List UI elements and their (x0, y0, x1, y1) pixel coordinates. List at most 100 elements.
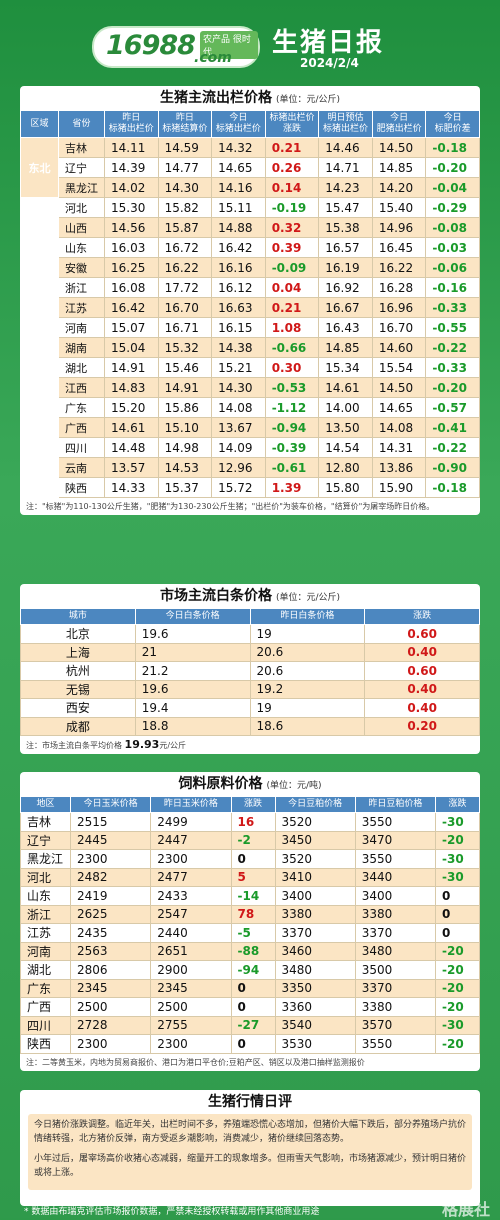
price-cell: 14.48 (104, 437, 159, 458)
table-row: 西北 陕西 14.33 15.37 15.72 1.39 15.80 15.90 -0.18 (20, 477, 480, 498)
table-row: 江西 14.83 14.91 14.30 -0.53 14.61 14.50 -0.20 (21, 377, 480, 398)
price-cell: 14.91 (104, 357, 159, 378)
feed-header-cell: 昨日豆粕价格 (354, 796, 437, 813)
table-row: 北京 19.6 19 0.60 (20, 624, 480, 644)
price-cell: -0.04 (425, 177, 480, 198)
region-cell: 华中 (20, 317, 59, 398)
table-row: 四川 2728 2755 -27 3540 3570 -30 (20, 1015, 480, 1035)
price-cell: 16.08 (104, 277, 159, 298)
summary-paragraph-2: 小年过后，屠宰场高价收猪心态减弱，缩量开工的现象增多。但雨雪天气影响，市场猪源减… (34, 1154, 467, 1178)
price-cell: -27 (230, 1015, 276, 1035)
price-cell: 2651 (150, 941, 232, 961)
price-cell: 14.54 (318, 437, 373, 458)
price-cell: -30 (435, 812, 480, 832)
price-cell: 16.70 (371, 317, 427, 338)
table-row: 安徽 16.25 16.22 16.16 -0.09 16.19 16.22 -0.06 (21, 257, 480, 278)
price-cell: 78 (230, 904, 276, 924)
price-cell: -0.33 (425, 297, 480, 318)
price-cell: 3520 (274, 812, 356, 832)
report-date: 2024/2/4 (300, 56, 359, 70)
region-cell: 华北 (20, 197, 59, 238)
table-row: 湖北 2806 2900 -94 3480 3500 -20 (20, 960, 480, 980)
price-cell: 3520 (274, 849, 356, 869)
table-row: 杭州 21.2 20.6 0.60 (20, 661, 480, 681)
table-row: 西南 四川 14.48 14.98 14.09 -0.39 14.54 14.31 -0.22 (20, 437, 480, 478)
price-cell: 3440 (354, 867, 437, 887)
price-cell: 2500 (150, 997, 232, 1017)
price-cell: 15.90 (371, 477, 427, 498)
feed-header-cell: 昨日玉米价格 (150, 796, 232, 813)
price-cell: 15.07 (104, 317, 159, 338)
price-cell: 3380 (274, 904, 356, 924)
price-cell: 16.45 (371, 237, 427, 258)
page-title: 生猪日报 (272, 28, 385, 58)
province-cell: 广西 (58, 417, 105, 438)
price-cell: 1.39 (264, 477, 320, 498)
pork-section-title: 市场主流白条价格 (单位：元/公斤) (159, 588, 341, 604)
price-cell: 16.92 (318, 277, 373, 298)
price-cell: 19.4 (134, 698, 251, 718)
price-cell: 3400 (274, 886, 356, 906)
price-cell: 3400 (354, 886, 437, 906)
price-cell: -0.20 (425, 157, 480, 178)
price-cell: -0.94 (264, 417, 320, 438)
price-cell: 15.87 (157, 217, 213, 238)
price-cell: 15.40 (371, 197, 427, 218)
price-cell: 16 (230, 812, 276, 832)
price-cell: 14.88 (211, 217, 266, 238)
hog-header-cell: 省份 (58, 110, 105, 138)
hog-price-table: 区域 省份 昨日 标猪出栏价 昨日 标猪结算价 今日 标猪出栏价 标猪出栏价 涨跌 明日预估… (20, 110, 480, 498)
hog-price-card: 生猪主流出栏价格 (单位：元/公斤) 区域 省份 昨日 标猪出栏价 昨日 标猪结算价 今日… (20, 86, 480, 515)
province-cell: 辽宁 (58, 157, 105, 178)
hog-header-cell: 今日 标猪出栏价 (211, 110, 266, 138)
price-cell: 16.71 (157, 317, 213, 338)
region-cell: 陕西 (20, 1034, 71, 1054)
table-row: 浙江 2625 2547 78 3380 3380 0 (20, 904, 480, 924)
price-cell: 15.47 (318, 197, 373, 218)
table-row: 江苏 2435 2440 -5 3370 3370 0 (20, 923, 480, 943)
city-cell: 北京 (20, 624, 136, 644)
price-cell: -88 (230, 941, 276, 961)
region-cell: 东北 (20, 137, 59, 198)
price-cell: -0.41 (425, 417, 480, 438)
hog-header-cell: 区域 (20, 110, 59, 138)
price-cell: -0.22 (425, 437, 480, 458)
price-cell: -20 (435, 830, 480, 850)
province-cell: 安徽 (58, 257, 105, 278)
table-row: 陕西 2300 2300 0 3530 3550 -20 (20, 1034, 480, 1054)
price-cell: 3480 (354, 941, 437, 961)
price-cell: -20 (435, 978, 480, 998)
region-cell: 浙江 (20, 904, 71, 924)
price-cell: 15.86 (157, 397, 213, 418)
price-cell: 2345 (150, 978, 232, 998)
summary-card: 生猪行情日评 今日猪价涨跌调整。临近年关，出栏时间不多，养殖端恐慌心态增加，但猪… (20, 1090, 480, 1206)
province-cell: 江苏 (58, 297, 105, 318)
price-cell: 2755 (150, 1015, 232, 1035)
price-cell: -30 (435, 1015, 480, 1035)
price-cell: 3550 (354, 812, 437, 832)
price-cell: -0.66 (264, 337, 320, 358)
table-row: 辽宁 2445 2447 -2 3450 3470 -20 (20, 830, 480, 850)
price-cell: 14.83 (104, 377, 159, 398)
price-cell: 0.21 (264, 137, 320, 158)
price-cell: 19.2 (249, 679, 366, 699)
table-row: 华中 河南 15.07 16.71 16.15 1.08 16.43 16.70 -0.55 (20, 317, 480, 398)
price-cell: 1.08 (264, 317, 320, 338)
price-cell: 2300 (69, 849, 152, 869)
price-cell: -0.22 (425, 337, 480, 358)
price-cell: -0.33 (425, 357, 480, 378)
price-cell: -30 (435, 867, 480, 887)
feed-header-cell: 今日豆粕价格 (274, 796, 356, 813)
feed-header-cell: 涨跌 (230, 796, 276, 813)
feed-note: 注：二等黄玉米，内地为贸易商报价、港口为港口平仓价;豆粕产区、销区以及港口抽样监… (26, 1057, 365, 1067)
price-cell: 14.39 (104, 157, 159, 178)
price-cell: 0 (435, 904, 480, 924)
price-cell: -0.53 (264, 377, 320, 398)
table-row: 河北 2482 2477 5 3410 3440 -30 (20, 867, 480, 887)
hog-header-cell: 今日 肥猪出栏价 (371, 110, 427, 138)
feed-header-cell: 地区 (20, 796, 71, 813)
city-cell: 杭州 (20, 661, 136, 681)
price-cell: 14.09 (211, 437, 266, 458)
price-cell: -0.61 (264, 457, 320, 478)
region-cell: 黑龙江 (20, 849, 71, 869)
